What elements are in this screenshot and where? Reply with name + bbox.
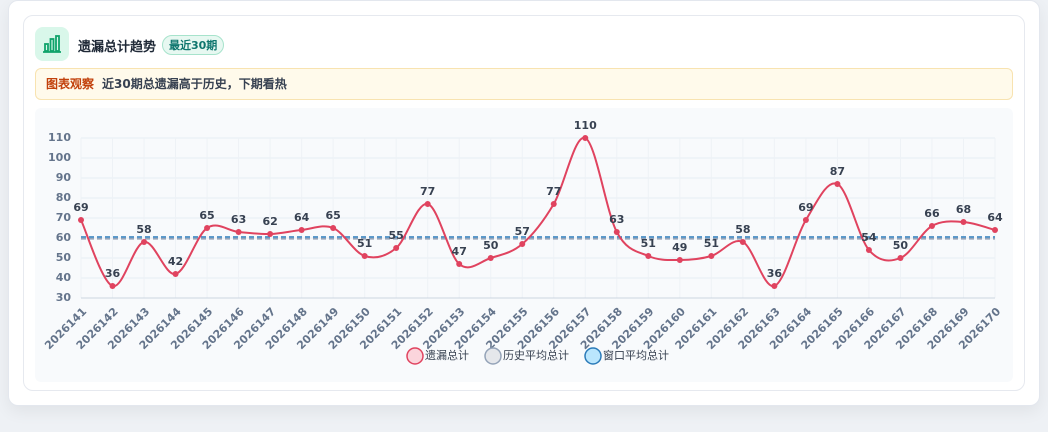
data-point (992, 227, 998, 233)
data-point (613, 229, 620, 235)
data-point (361, 253, 368, 259)
data-label: 55 (389, 229, 404, 242)
data-label: 42 (168, 255, 183, 268)
data-point (897, 255, 904, 261)
data-label: 77 (420, 185, 435, 198)
data-point (708, 253, 715, 259)
data-label: 64 (294, 211, 310, 224)
legend-label: 历史平均总计 (503, 348, 569, 362)
outer-card: 遗漏总计趋势 最近30期 图表观察 近30期总遗漏高于历史，下期看热 30 40 50… (8, 0, 1040, 406)
data-label: 66 (924, 207, 940, 220)
data-label: 36 (767, 267, 783, 280)
data-label: 36 (105, 267, 121, 280)
y-tick-label: 40 (56, 271, 72, 284)
data-label: 54 (861, 231, 877, 244)
y-tick-label: 30 (56, 291, 72, 304)
data-label: 65 (199, 209, 214, 222)
legend-swatch (406, 347, 424, 365)
data-label: 58 (735, 223, 750, 236)
data-point (802, 217, 809, 223)
data-point (739, 239, 746, 245)
legend-label: 遗漏总计 (425, 348, 469, 362)
legend-swatch (584, 347, 602, 365)
y-tick-label: 70 (56, 211, 72, 224)
data-label: 69 (73, 201, 88, 214)
data-label: 62 (262, 215, 277, 228)
data-point (771, 283, 778, 289)
data-label: 63 (609, 213, 624, 226)
data-label: 87 (830, 165, 845, 178)
data-point (141, 239, 148, 245)
note-label: 图表观察 (46, 77, 95, 91)
data-label: 65 (325, 209, 340, 222)
data-label: 57 (515, 225, 530, 238)
card-title: 遗漏总计趋势 (78, 40, 157, 55)
data-point (582, 135, 589, 141)
data-point (204, 225, 211, 231)
data-label: 47 (452, 245, 467, 258)
chart-icon (35, 27, 69, 61)
data-label: 69 (798, 201, 813, 214)
data-label: 50 (483, 239, 499, 252)
data-point (78, 217, 84, 223)
y-tick-label: 110 (48, 131, 71, 144)
data-point (456, 261, 463, 267)
data-point (960, 219, 967, 225)
note-text: 近30期总遗漏高于历史，下期看热 (102, 77, 287, 91)
data-point (172, 271, 179, 277)
data-label: 50 (893, 239, 909, 252)
data-label: 68 (956, 203, 971, 216)
data-label: 51 (641, 237, 656, 250)
data-point (928, 223, 935, 229)
data-point (834, 181, 841, 187)
data-label: 49 (672, 241, 687, 254)
data-point (519, 241, 526, 247)
data-label: 51 (357, 237, 372, 250)
data-point (330, 225, 337, 231)
legend-swatch (484, 347, 502, 365)
data-point (424, 201, 431, 207)
legend-label: 窗口平均总计 (603, 348, 669, 362)
y-tick-label: 80 (56, 191, 72, 204)
data-label: 64 (987, 211, 1003, 224)
data-point (645, 253, 652, 259)
data-label: 63 (231, 213, 246, 226)
y-tick-label: 90 (56, 171, 72, 184)
data-point (487, 255, 494, 261)
y-tick-label: 60 (56, 231, 72, 244)
chart: 3040506070809010011020261412026142202614… (35, 108, 1013, 382)
data-point (550, 201, 557, 207)
data-point (267, 231, 274, 237)
y-tick-label: 100 (48, 151, 71, 164)
badge: 最近30期 (162, 35, 225, 55)
note-bar: 图表观察 近30期总遗漏高于历史，下期看热 (35, 68, 1013, 100)
data-point (109, 283, 116, 289)
icon-glyph (43, 35, 61, 53)
data-point (235, 229, 242, 235)
inner-card: 遗漏总计趋势 最近30期 图表观察 近30期总遗漏高于历史，下期看热 30 40 50… (23, 15, 1025, 391)
data-label: 58 (136, 223, 151, 236)
data-label: 110 (574, 119, 597, 132)
data-label: 77 (546, 185, 561, 198)
data-point (865, 247, 872, 253)
data-point (298, 227, 305, 233)
data-point (676, 257, 683, 263)
data-label: 51 (704, 237, 719, 250)
data-point (393, 245, 400, 251)
y-tick-label: 50 (56, 251, 72, 264)
